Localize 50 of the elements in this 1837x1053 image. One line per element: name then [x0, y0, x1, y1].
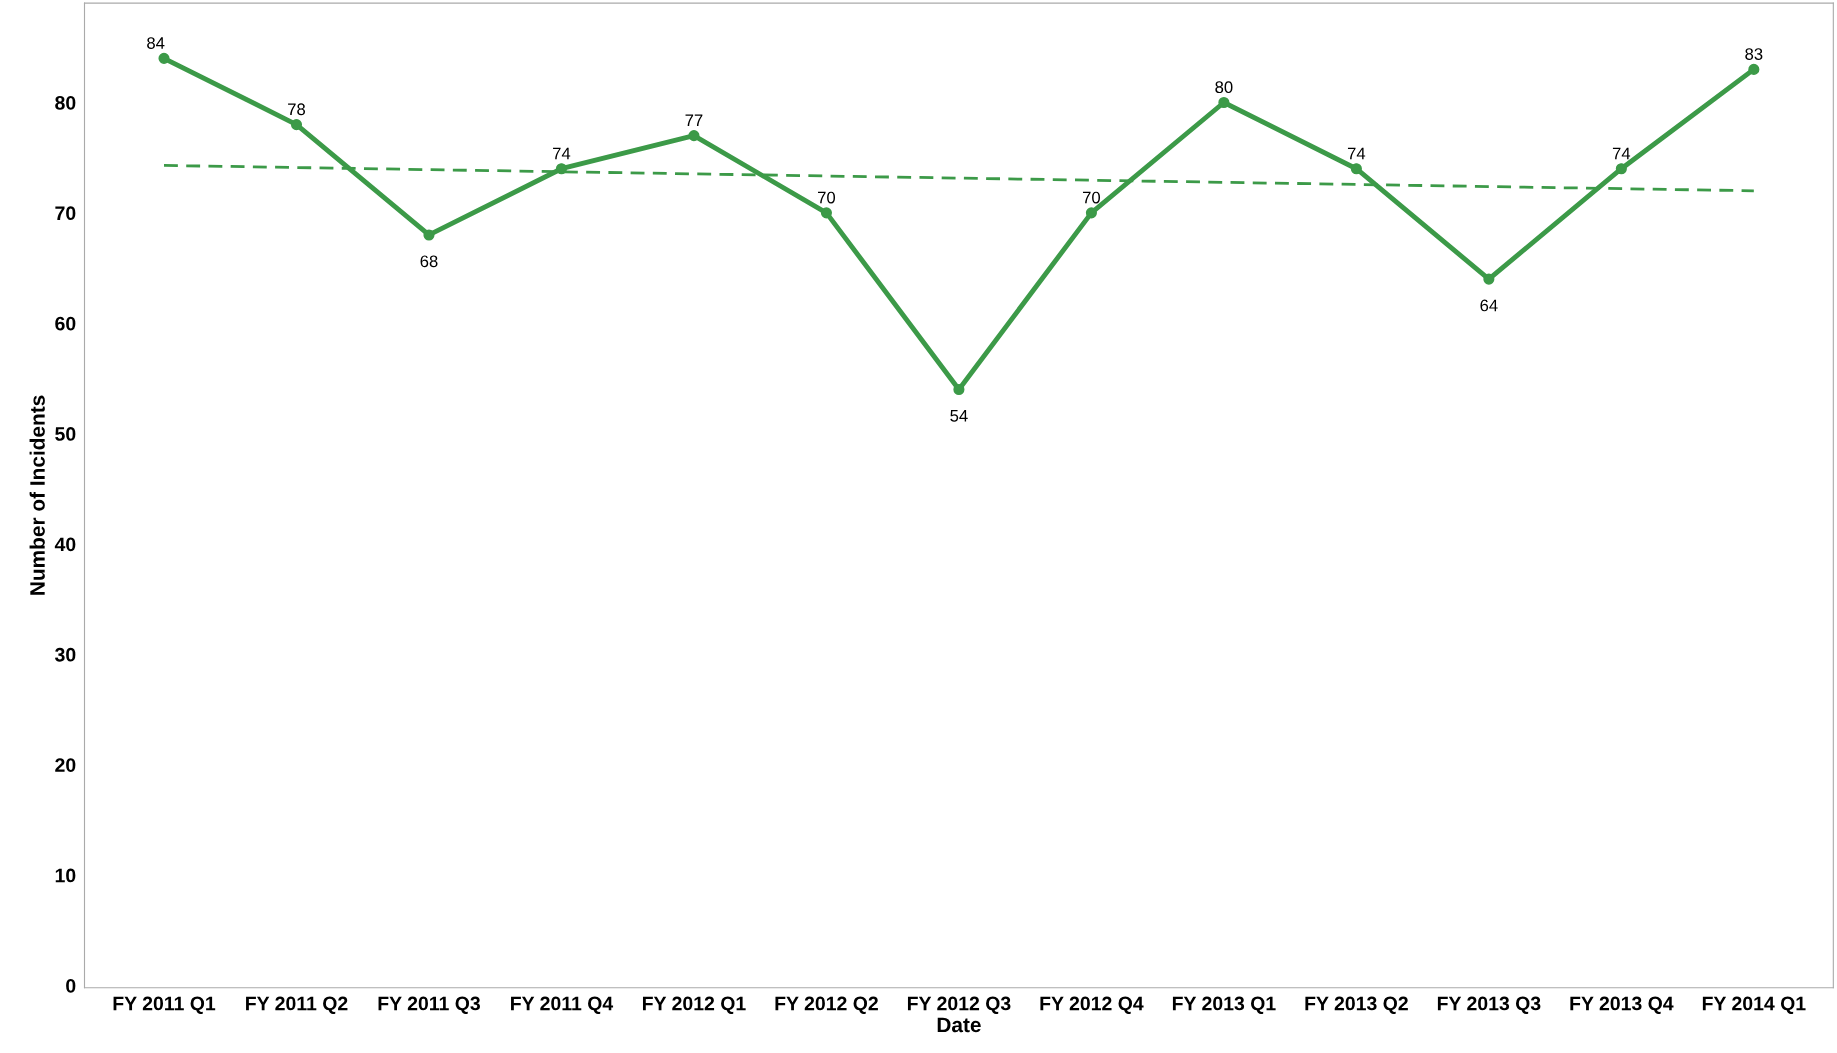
- y-tick-label: 70: [55, 206, 76, 221]
- point: [820, 207, 832, 219]
- x-axis-title: Date: [937, 1017, 981, 1033]
- data-label: 74: [1347, 147, 1366, 160]
- point: [688, 130, 700, 142]
- data-label: 83: [1745, 48, 1763, 60]
- data-label: 74: [1612, 147, 1631, 160]
- y-tick-label: 30: [54, 647, 76, 662]
- point: [290, 119, 303, 131]
- x-tick-label: FY 2012 Q3: [907, 996, 1011, 1014]
- point: [1748, 63, 1760, 75]
- y-tick-label: 40: [54, 537, 76, 552]
- data-label: 64: [1480, 299, 1498, 312]
- data-label: 78: [288, 103, 306, 116]
- data-label: 54: [950, 410, 968, 422]
- data-label: 70: [1082, 191, 1101, 204]
- x-tick-label: FY 2011 Q3: [378, 996, 480, 1014]
- point: [158, 52, 170, 64]
- point: [1615, 163, 1627, 175]
- y-tick-label: 0: [66, 978, 76, 993]
- x-tick-label: FY 2012 Q1: [642, 996, 746, 1014]
- data-label: 68: [420, 255, 438, 268]
- x-tick-label: FY 2013 Q1: [1172, 996, 1276, 1014]
- point: [423, 229, 435, 241]
- y-tick-label: 10: [55, 868, 76, 883]
- y-tick-label: 50: [55, 427, 76, 441]
- point: [1085, 207, 1097, 219]
- x-tick-label: FY 2013 Q3: [1437, 996, 1541, 1014]
- y-tick-label: 20: [55, 758, 76, 772]
- point: [1483, 273, 1495, 285]
- data-label: 77: [685, 114, 703, 127]
- data-label: 84: [147, 37, 165, 49]
- point: [953, 383, 965, 396]
- x-tick-label: FY 2011 Q2: [246, 996, 348, 1014]
- data-label: 74: [553, 147, 571, 160]
- point: [1218, 96, 1230, 109]
- x-tick-label: FY 2012 Q2: [775, 996, 878, 1014]
- x-tick-label: FY 2013 Q2: [1305, 996, 1408, 1014]
- y-tick-label: 60: [55, 316, 76, 331]
- x-tick-label: FY 2013 Q4: [1570, 996, 1674, 1014]
- point: [555, 163, 568, 175]
- x-tick-label: FY 2014 Q1: [1702, 996, 1806, 1014]
- point: [1350, 163, 1362, 175]
- x-tick-label: FY 2012 Q4: [1040, 996, 1144, 1014]
- x-tick-label: FY 2011 Q4: [511, 996, 614, 1014]
- y-tick-label: 80: [55, 95, 76, 110]
- data-label: 70: [818, 191, 836, 204]
- x-tick-label: FY 2011 Q1: [113, 996, 216, 1014]
- y-axis-title: Number of Incidents: [29, 395, 45, 595]
- data-label: 80: [1215, 81, 1233, 94]
